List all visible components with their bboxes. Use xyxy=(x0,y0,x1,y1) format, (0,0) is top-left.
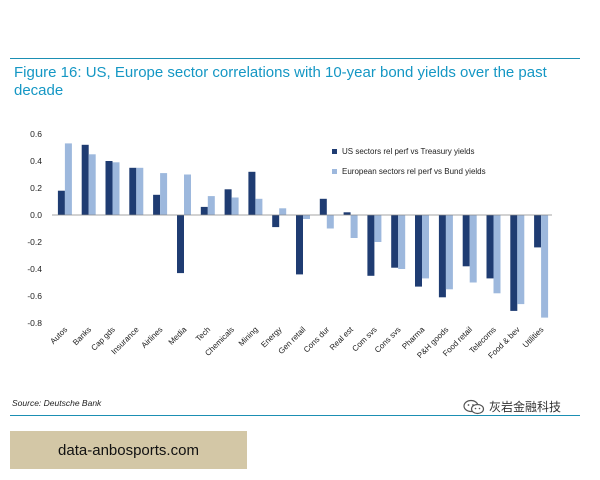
bar-europe-16 xyxy=(445,215,453,290)
bar-us-1 xyxy=(81,144,89,215)
x-tick-label: Banks xyxy=(71,325,93,347)
bar-europe-10 xyxy=(303,215,310,219)
bar-europe-5 xyxy=(184,174,191,215)
bar-us-17 xyxy=(462,215,470,267)
y-tick-label: 0.2 xyxy=(30,183,42,193)
y-tick-label: 0.6 xyxy=(30,129,42,139)
bar-europe-0 xyxy=(64,143,72,215)
bar-us-4 xyxy=(153,194,161,216)
bar-us-15 xyxy=(415,215,422,287)
bar-europe-1 xyxy=(88,154,96,216)
chart-title: Figure 16: US, Europe sector correlation… xyxy=(14,64,547,99)
legend-label-europe: European sectors rel perf vs Bund yields xyxy=(342,167,486,176)
legend-label-us: US sectors rel perf vs Treasury yields xyxy=(342,147,474,156)
bar-europe-15 xyxy=(422,215,429,279)
watermark-text: 灰岩金融科技 xyxy=(489,400,562,414)
bar-us-7 xyxy=(224,189,232,215)
bar-us-9 xyxy=(272,215,280,228)
bar-us-10 xyxy=(296,215,303,275)
bar-us-16 xyxy=(438,215,446,298)
bar-europe-20 xyxy=(541,215,549,318)
bar-us-18 xyxy=(486,215,494,279)
y-tick-label: 0.4 xyxy=(30,156,42,166)
bars-group xyxy=(57,143,549,318)
bar-europe-8 xyxy=(255,198,263,215)
bar-europe-2 xyxy=(112,162,120,215)
source-note: Source: Deutsche Bank xyxy=(12,398,102,408)
legend: US sectors rel perf vs Treasury yields Eu… xyxy=(332,147,486,176)
bar-europe-17 xyxy=(469,215,477,283)
bar-europe-13 xyxy=(374,215,382,242)
bar-europe-6 xyxy=(207,196,215,215)
bar-europe-7 xyxy=(231,197,239,215)
y-tick-label: -0.4 xyxy=(27,264,42,274)
bar-us-13 xyxy=(367,215,375,276)
legend-swatch-us xyxy=(332,149,337,154)
bar-us-0 xyxy=(57,190,65,215)
bar-europe-19 xyxy=(517,215,525,305)
bar-us-6 xyxy=(200,206,208,215)
bottom-rule xyxy=(10,415,580,416)
x-tick-label: Cons svs xyxy=(373,325,403,355)
bar-us-5 xyxy=(177,215,184,274)
x-tick-label: Utilities xyxy=(521,325,546,350)
footer-box: data-anbosports.com xyxy=(10,431,247,469)
bar-us-12 xyxy=(343,212,351,215)
watermark: 灰岩金融科技 xyxy=(463,398,561,415)
bar-us-2 xyxy=(105,161,113,215)
y-tick-label: -0.6 xyxy=(27,291,42,301)
bar-europe-3 xyxy=(136,167,144,216)
bar-chart: 0.60.40.20.0-0.2-0.4-0.6-0.8 Autos BanksC… xyxy=(27,129,552,361)
x-tick-label: Media xyxy=(167,325,189,347)
bar-us-8 xyxy=(248,171,256,215)
bar-us-19 xyxy=(510,215,518,311)
x-tick-label: Tech xyxy=(194,325,212,343)
bar-europe-12 xyxy=(350,215,358,238)
legend-swatch-europe xyxy=(332,169,337,174)
bar-europe-14 xyxy=(398,215,406,269)
x-tick-label: Cons dur xyxy=(302,325,332,355)
bar-europe-11 xyxy=(326,215,334,229)
x-tick-label: Mining xyxy=(237,325,260,348)
y-axis: 0.6 0.4 0.2 0.0 -0.2 -0.4 -0.6 -0.8 xyxy=(27,129,552,328)
y-tick-label: -0.8 xyxy=(27,318,42,328)
footer-text: data-anbosports.com xyxy=(58,441,199,459)
bar-europe-4 xyxy=(160,173,168,215)
bar-us-20 xyxy=(534,215,542,248)
y-tick-label: 0.0 xyxy=(30,210,42,220)
y-tick-label: -0.2 xyxy=(27,237,42,247)
bar-europe-9 xyxy=(279,208,287,216)
bar-us-11 xyxy=(319,198,327,215)
wechat-icon xyxy=(463,399,485,414)
bar-us-14 xyxy=(391,215,399,268)
bar-us-3 xyxy=(129,167,137,216)
bar-europe-18 xyxy=(493,215,501,294)
x-tick-label: Autos xyxy=(48,325,69,346)
x-tick-label: Airlines xyxy=(140,325,165,350)
top-rule xyxy=(10,58,580,59)
